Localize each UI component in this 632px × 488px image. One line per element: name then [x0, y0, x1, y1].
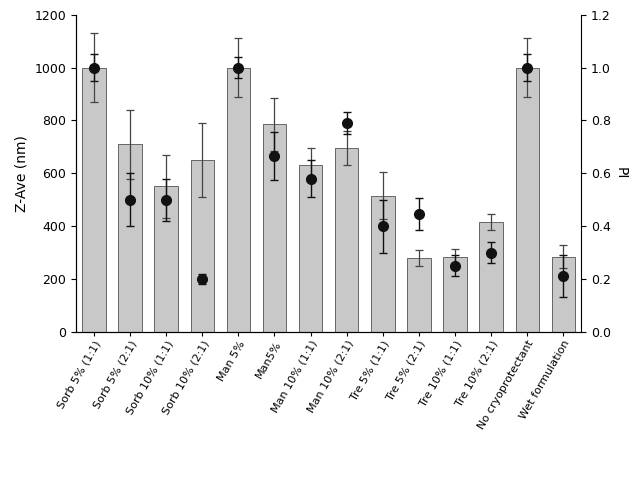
- Y-axis label: Z-Ave (nm): Z-Ave (nm): [15, 135, 28, 212]
- Bar: [118, 144, 142, 332]
- Bar: [335, 148, 358, 332]
- Bar: [154, 186, 178, 332]
- Bar: [552, 257, 575, 332]
- Y-axis label: PI: PI: [614, 167, 628, 180]
- Bar: [190, 160, 214, 332]
- Bar: [371, 196, 394, 332]
- Bar: [263, 124, 286, 332]
- Bar: [299, 165, 322, 332]
- Bar: [407, 258, 430, 332]
- Bar: [480, 222, 503, 332]
- Bar: [443, 257, 467, 332]
- Bar: [516, 67, 539, 332]
- Bar: [82, 67, 106, 332]
- Bar: [227, 67, 250, 332]
